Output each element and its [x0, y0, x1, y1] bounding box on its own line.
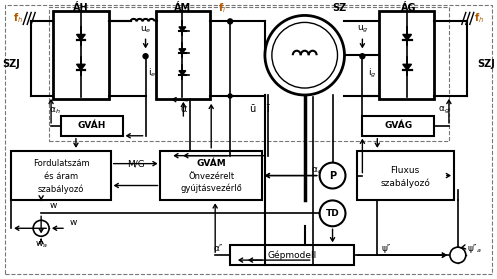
Text: GVÁM: GVÁM [196, 159, 226, 168]
Text: u$_e$: u$_e$ [140, 24, 151, 35]
Text: ψ″$_a$: ψ″$_a$ [467, 242, 482, 255]
Circle shape [360, 54, 365, 59]
Text: f$_l$: f$_l$ [218, 2, 226, 15]
Text: w: w [69, 218, 77, 227]
Circle shape [33, 220, 49, 236]
Text: ū: ū [249, 104, 255, 114]
Polygon shape [77, 64, 85, 70]
Text: szabályozó: szabályozó [380, 179, 430, 188]
Text: ī: ī [266, 104, 269, 114]
Bar [379, 11, 434, 99]
Text: ÁH: ÁH [73, 3, 89, 13]
Bar [362, 116, 434, 136]
Circle shape [228, 19, 233, 24]
Text: ÁM: ÁM [174, 3, 191, 13]
Text: u$_g$: u$_g$ [356, 24, 368, 35]
Circle shape [143, 54, 148, 59]
Circle shape [450, 247, 466, 263]
Text: P: P [329, 170, 336, 181]
Text: Fordulatszám: Fordulatszám [33, 159, 89, 168]
Bar [156, 11, 210, 99]
Text: f$_h$: f$_h$ [474, 11, 484, 25]
Text: α″: α″ [214, 244, 223, 253]
Text: SZJ: SZJ [2, 59, 20, 69]
Text: SZ: SZ [332, 3, 346, 13]
Text: f$_h$: f$_h$ [13, 11, 23, 25]
Text: M/G: M/G [127, 159, 145, 168]
Polygon shape [403, 34, 412, 40]
Circle shape [320, 163, 345, 189]
Text: és áram: és áram [44, 172, 78, 181]
Text: gyújtásvezérlő: gyújtásvezérlő [180, 184, 242, 193]
Text: α$_h$: α$_h$ [49, 106, 61, 116]
Text: w: w [49, 201, 57, 210]
Text: ψ″: ψ″ [382, 244, 391, 253]
Polygon shape [179, 49, 186, 53]
Polygon shape [179, 27, 186, 31]
Text: α: α [180, 104, 186, 114]
Polygon shape [403, 64, 412, 70]
Bar [11, 151, 111, 200]
Text: GVÁG: GVÁG [384, 121, 412, 130]
Bar [357, 151, 454, 200]
Polygon shape [77, 34, 85, 40]
Text: Önvezérelt: Önvezérelt [188, 172, 234, 181]
Bar [61, 116, 123, 136]
Text: ÁG: ÁG [402, 3, 417, 13]
Text: α$_g$: α$_g$ [438, 105, 450, 116]
Bar [53, 11, 109, 99]
Text: w$_a$: w$_a$ [35, 240, 48, 251]
Bar [49, 8, 449, 141]
Circle shape [320, 200, 345, 226]
Circle shape [228, 94, 232, 98]
Bar [230, 245, 354, 265]
Polygon shape [179, 71, 186, 75]
Text: szabályozó: szabályozó [38, 185, 84, 194]
Text: SZJ: SZJ [477, 59, 495, 69]
Text: TD: TD [326, 209, 339, 218]
Circle shape [265, 15, 344, 95]
Text: i$_g$: i$_g$ [368, 67, 377, 80]
Circle shape [272, 22, 337, 88]
Bar [161, 151, 262, 200]
Text: Gépmodell: Gépmodell [267, 250, 317, 260]
Text: GVÁH: GVÁH [78, 121, 106, 130]
Text: i$_e$: i$_e$ [149, 67, 157, 79]
Text: α$_r$: α$_r$ [311, 165, 322, 176]
Text: Fluxus: Fluxus [391, 166, 420, 175]
